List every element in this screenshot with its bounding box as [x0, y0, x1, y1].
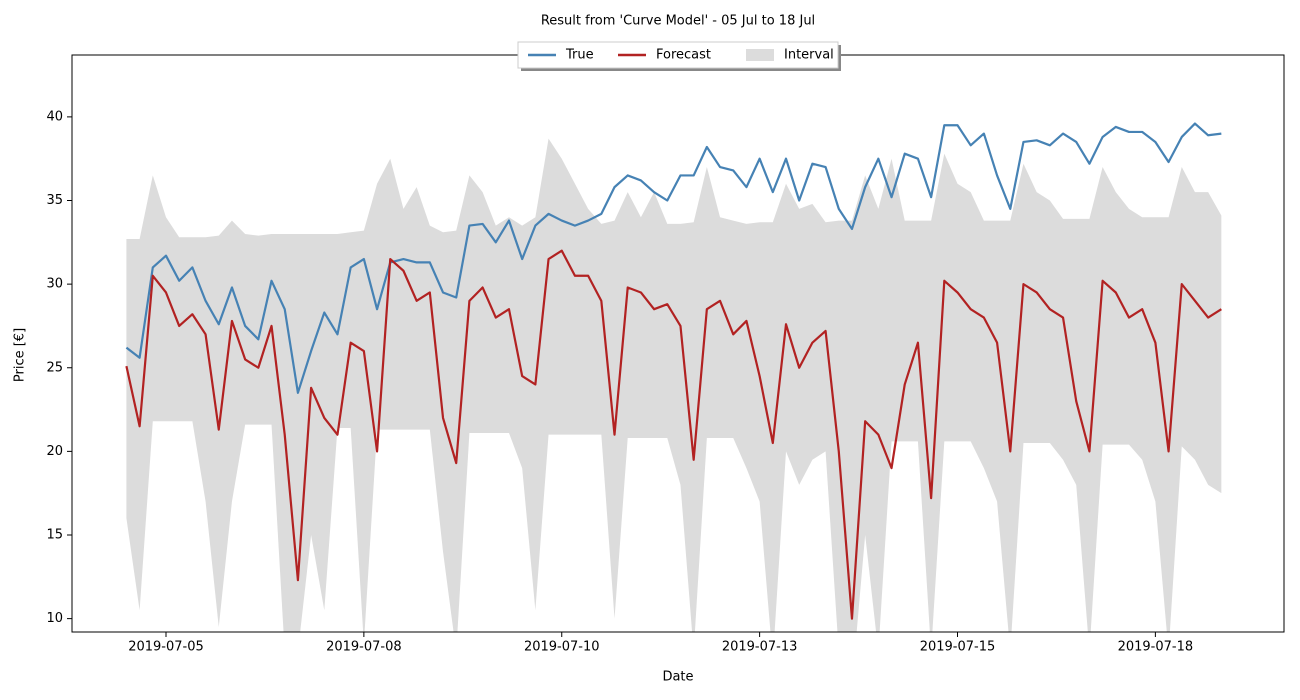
axes: 10 15 20 25 30 35 40 2019-07-05 2019-07-08 2019-0…: [46, 109, 1193, 654]
x-tick-label: 2019-07-13: [722, 640, 798, 655]
y-tick-label: 20: [46, 444, 63, 459]
legend-label: Interval: [784, 48, 834, 63]
y-tick-label: 35: [46, 193, 63, 208]
x-axis-label: Date: [662, 670, 693, 685]
interval-band: [126, 138, 1222, 632]
x-tick-label: 2019-07-18: [1118, 640, 1194, 655]
legend-label: Forecast: [656, 48, 711, 63]
series-line: [125, 122, 1222, 394]
legend-label: True: [565, 48, 594, 63]
chart-title: Result from 'Curve Model' - 05 Jul to 18…: [541, 14, 815, 29]
y-tick-label: 30: [46, 277, 63, 292]
y-axis-label: Price [€]: [13, 328, 28, 382]
x-tick-label: 2019-07-05: [128, 640, 204, 655]
y-tick-label: 25: [46, 360, 63, 375]
y-tick-label: 15: [46, 527, 63, 542]
legend-box: [517, 41, 839, 69]
plot-area: [125, 122, 1222, 632]
x-tick-label: 2019-07-08: [326, 640, 402, 655]
legend-swatch: [746, 49, 774, 61]
series-line: [125, 249, 1222, 620]
y-tick-label: 40: [46, 109, 63, 124]
x-tick-label: 2019-07-15: [920, 640, 996, 655]
legend: True Forecast Interval: [517, 41, 841, 71]
y-tick-label: 10: [46, 611, 63, 626]
x-tick-label: 2019-07-10: [524, 640, 600, 655]
